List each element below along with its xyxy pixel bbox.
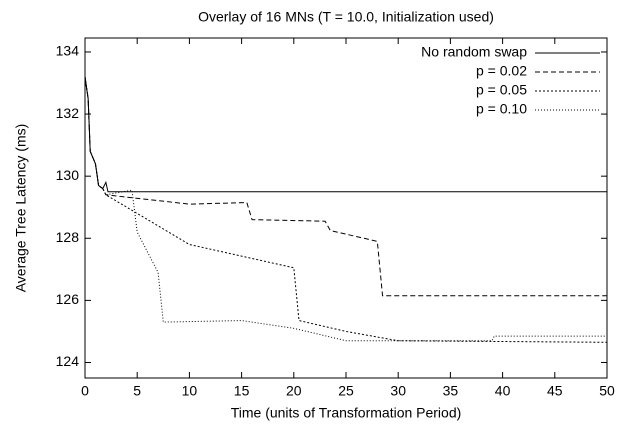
series-line: [84, 76, 607, 342]
x-tick-label: 15: [234, 383, 250, 399]
x-tick-label: 45: [547, 383, 563, 399]
series-line: [84, 76, 607, 193]
x-tick-label: 5: [133, 383, 141, 399]
y-tick-label: 128: [56, 229, 80, 245]
y-tick-label: 132: [56, 105, 80, 121]
legend-label: No random swap: [421, 44, 527, 60]
x-tick-label: 0: [81, 383, 89, 399]
x-axis-label: Time (units of Transformation Period): [231, 405, 462, 421]
x-tick-label: 20: [286, 383, 302, 399]
x-tick-label: 10: [182, 383, 198, 399]
series-line: [84, 76, 607, 297]
y-tick-label: 124: [56, 353, 80, 369]
y-axis-label: Average Tree Latency (ms): [13, 124, 29, 293]
legend-label: p = 0.02: [476, 63, 527, 79]
legend-label: p = 0.10: [476, 101, 527, 117]
chart-title: Overlay of 16 MNs (T = 10.0, Initializat…: [198, 9, 494, 25]
y-tick-label: 130: [56, 167, 80, 183]
series-line: [84, 76, 608, 343]
x-tick-label: 25: [338, 383, 354, 399]
y-tick-label: 126: [56, 291, 80, 307]
x-tick-label: 50: [599, 383, 615, 399]
plot-frame: [84, 37, 608, 379]
x-tick-label: 30: [390, 383, 406, 399]
x-tick-label: 35: [443, 383, 459, 399]
legend-label: p = 0.05: [476, 82, 527, 98]
y-tick-label: 134: [56, 43, 80, 59]
x-tick-label: 40: [495, 383, 511, 399]
